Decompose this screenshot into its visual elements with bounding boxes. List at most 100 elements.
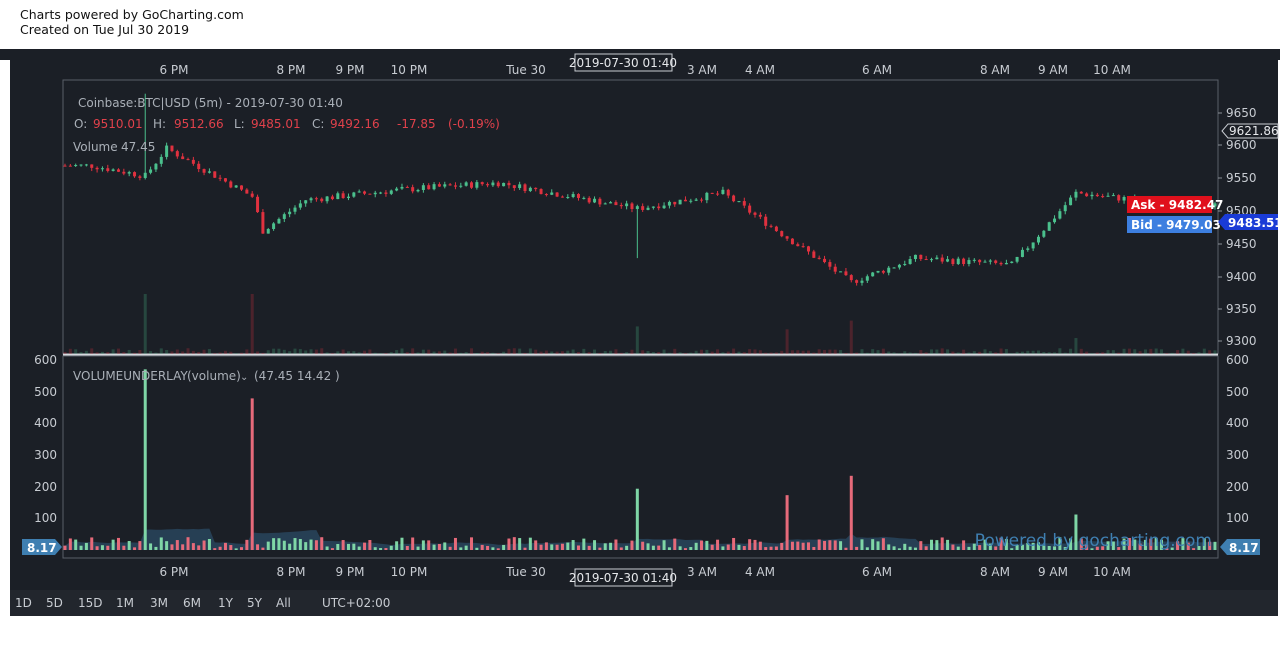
candle-body[interactable]	[379, 192, 383, 194]
volume-bar[interactable]	[459, 547, 463, 550]
volume-bar[interactable]	[432, 544, 436, 550]
volume-bar[interactable]	[68, 538, 72, 550]
candle-body[interactable]	[229, 181, 233, 188]
candle-body[interactable]	[1069, 197, 1073, 206]
volume-bar[interactable]	[683, 548, 687, 550]
volume-bar[interactable]	[496, 548, 500, 550]
volume-bar[interactable]	[470, 537, 474, 550]
candle-body[interactable]	[571, 194, 575, 197]
volume-bar[interactable]	[395, 541, 399, 550]
candle-body[interactable]	[288, 211, 292, 215]
volume-bar[interactable]	[625, 545, 629, 550]
candle-body[interactable]	[1047, 222, 1051, 231]
volume-bar[interactable]	[1192, 548, 1196, 550]
candle-body[interactable]	[967, 260, 971, 264]
volume-bar[interactable]	[1213, 541, 1217, 550]
volume-bar[interactable]	[63, 545, 67, 550]
candle-body[interactable]	[277, 218, 281, 224]
candle-body[interactable]	[790, 238, 794, 245]
volume-bar[interactable]	[555, 544, 559, 550]
volume-bar[interactable]	[1202, 538, 1206, 550]
candle-body[interactable]	[710, 192, 714, 194]
candle-body[interactable]	[962, 258, 966, 264]
timeframe-1m[interactable]: 1M	[116, 596, 134, 610]
candle-body[interactable]	[758, 214, 762, 217]
candle-body[interactable]	[282, 214, 286, 219]
volume-bar[interactable]	[571, 540, 575, 550]
volume-bar[interactable]	[277, 538, 281, 550]
volume-bar[interactable]	[1208, 541, 1212, 550]
candle-body[interactable]	[972, 259, 976, 261]
volume-bar[interactable]	[1122, 538, 1126, 550]
volume-bar[interactable]	[865, 547, 869, 550]
candle-body[interactable]	[817, 257, 821, 259]
candle-body[interactable]	[700, 199, 704, 201]
volume-bar[interactable]	[336, 543, 340, 550]
candle-body[interactable]	[603, 203, 607, 205]
candle-body[interactable]	[95, 167, 99, 170]
candle-body[interactable]	[994, 260, 998, 263]
timeframe-3m[interactable]: 3M	[150, 596, 168, 610]
candle-body[interactable]	[742, 201, 746, 206]
volume-bar[interactable]	[421, 540, 425, 550]
volume-bar[interactable]	[539, 544, 543, 550]
volume-bar[interactable]	[978, 545, 982, 550]
candle-body[interactable]	[566, 196, 570, 198]
volume-bar[interactable]	[887, 544, 891, 550]
candle-body[interactable]	[309, 198, 313, 201]
candle-body[interactable]	[764, 216, 768, 226]
volume-bar[interactable]	[651, 545, 655, 550]
volume-bar[interactable]	[1106, 541, 1110, 550]
volume-bar[interactable]	[256, 544, 260, 550]
volume-bar[interactable]	[240, 547, 244, 550]
volume-bar[interactable]	[464, 545, 468, 550]
volume-bar[interactable]	[566, 542, 570, 550]
volume-bar[interactable]	[913, 547, 917, 550]
candle-body[interactable]	[593, 198, 597, 203]
candle-body[interactable]	[983, 261, 987, 263]
candle-body[interactable]	[1020, 249, 1024, 257]
volume-bar[interactable]	[1149, 538, 1153, 550]
volume-bar[interactable]	[79, 545, 83, 550]
candle-body[interactable]	[491, 182, 495, 186]
volume-bar[interactable]	[1042, 545, 1046, 550]
candle-body[interactable]	[143, 172, 147, 178]
candle-body[interactable]	[614, 202, 618, 206]
volume-bar[interactable]	[1090, 548, 1094, 550]
candle-body[interactable]	[705, 192, 709, 201]
volume-bar[interactable]	[828, 540, 832, 550]
volume-bar[interactable]	[657, 545, 661, 550]
candle-body[interactable]	[1106, 195, 1110, 197]
candle-body[interactable]	[785, 236, 789, 239]
volume-bar[interactable]	[1031, 542, 1035, 550]
volume-bar[interactable]	[1036, 542, 1040, 550]
candle-body[interactable]	[716, 193, 720, 195]
volume-bar[interactable]	[475, 547, 479, 550]
candle-body[interactable]	[363, 191, 367, 194]
volume-bar[interactable]	[480, 544, 484, 550]
volume-bar[interactable]	[443, 542, 447, 550]
volume-bar[interactable]	[956, 546, 960, 550]
volume-bar[interactable]	[801, 542, 805, 550]
volume-bar[interactable]	[721, 546, 725, 550]
candle-body[interactable]	[892, 267, 896, 269]
volume-bar[interactable]	[1186, 542, 1190, 550]
candle-body[interactable]	[651, 206, 655, 208]
candle-body[interactable]	[464, 182, 468, 186]
candle-body[interactable]	[207, 171, 211, 173]
candle-body[interactable]	[186, 159, 190, 161]
volume-bar[interactable]	[919, 541, 923, 550]
volume-bar[interactable]	[1015, 545, 1019, 550]
volume-bar[interactable]	[453, 537, 457, 550]
candle-body[interactable]	[250, 193, 254, 197]
candle-body[interactable]	[1111, 195, 1115, 197]
volume-bar[interactable]	[844, 547, 848, 550]
candle-body[interactable]	[635, 206, 639, 210]
candle-body[interactable]	[609, 202, 613, 204]
candle-body[interactable]	[956, 258, 960, 265]
candle-body[interactable]	[512, 185, 516, 189]
candle-body[interactable]	[550, 192, 554, 195]
volume-bar[interactable]	[74, 539, 78, 550]
volume-bar[interactable]	[288, 543, 292, 550]
candle-body[interactable]	[272, 223, 276, 229]
